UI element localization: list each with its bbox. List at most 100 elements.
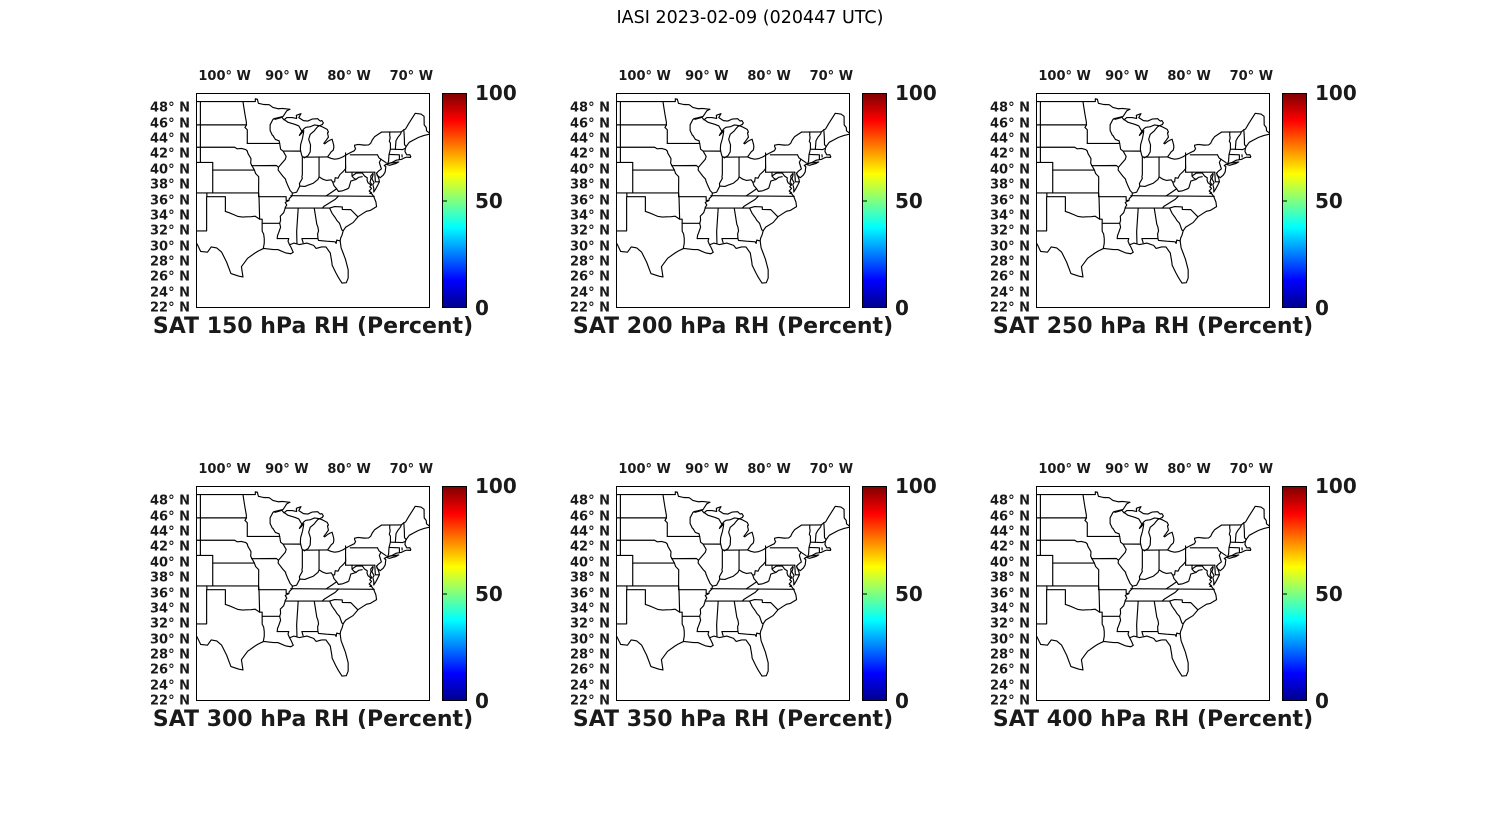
lon-tick-label: 70° W [1229,69,1274,84]
colorbar-tick-labels: 100 50 0 [475,81,530,320]
lat-tick-label: 42° N [570,539,610,555]
latitude-axis: 48° N 46° N 44° N 42° N 40° N 38° N 36° N 34° N… [976,93,1030,316]
panel-title: SAT 350 hPa RH (Percent) [572,707,894,732]
colorbar-tick-label: 50 [1315,581,1343,606]
lat-tick-label: 36° N [570,193,610,208]
colorbar-gradient [863,94,886,307]
colorbar-tick-labels: 100 50 0 [1315,81,1370,320]
lat-tick-label: 42° N [150,146,190,162]
colorbar [1282,486,1307,701]
lat-tick-label: 40° N [990,555,1030,571]
panel-sat-150-hpa: 100° W 90° W 80° W 70° W 48° N 46° N 44° N 42°… [136,60,536,360]
colorbar-tick-label: 50 [475,188,503,213]
lon-tick-label: 100° W [618,462,671,477]
figure-title: IASI 2023-02-09 (020447 UTC) [616,8,884,28]
lat-tick-label: 46° N [150,509,190,525]
lat-tick-label: 36° N [990,586,1030,601]
lat-tick-label: 48° N [570,493,610,509]
colorbar-tick-label: 0 [895,296,909,320]
lat-tick-label: 30° N [570,632,610,648]
us-states-map [197,487,429,700]
lat-tick-label: 32° N [150,616,190,632]
map-frame [616,93,850,308]
lat-tick-label: 30° N [990,632,1030,648]
longitude-axis: 100° W 90° W 80° W 70° W [196,62,434,84]
lat-tick-label: 38° N [570,177,610,193]
colorbar-mid-tick [443,200,447,201]
lat-tick-label: 40° N [570,555,610,571]
lat-tick-label: 38° N [150,570,190,586]
lat-tick-label: 24° N [570,285,610,301]
lat-tick-label: 24° N [990,285,1030,301]
lat-tick-label: 40° N [990,162,1030,178]
lat-tick-label: 30° N [570,239,610,255]
lat-tick-label: 42° N [990,539,1030,555]
panel-title: SAT 250 hPa RH (Percent) [992,314,1314,339]
map-frame [196,93,430,308]
lat-tick-label: 36° N [150,586,190,601]
lat-tick-label: 24° N [150,678,190,694]
colorbar-tick-label: 50 [1315,188,1343,213]
lat-tick-label: 28° N [990,254,1030,270]
lat-tick-label: 34° N [150,208,190,224]
lat-tick-label: 28° N [150,647,190,663]
lon-tick-label: 70° W [389,69,434,84]
lat-tick-label: 26° N [990,269,1030,285]
lat-tick-label: 28° N [570,254,610,270]
lon-tick-label: 80° W [327,69,371,84]
lon-tick-label: 70° W [809,462,854,477]
colorbar-tick-label: 50 [895,188,923,213]
lat-tick-label: 46° N [570,509,610,525]
colorbar-gradient [863,487,886,700]
lat-tick-label: 38° N [150,177,190,193]
lon-tick-label: 70° W [809,69,854,84]
lon-tick-label: 90° W [1105,69,1149,84]
lat-tick-label: 36° N [570,586,610,601]
colorbar-tick-label: 0 [475,296,489,320]
lat-tick-label: 44° N [570,131,610,147]
lat-tick-label: 46° N [570,116,610,132]
lon-tick-label: 70° W [1229,462,1274,477]
lat-tick-label: 48° N [150,100,190,116]
colorbar [442,486,467,701]
lat-tick-label: 44° N [570,524,610,540]
lat-tick-label: 38° N [990,570,1030,586]
lon-tick-label: 90° W [265,69,309,84]
colorbar-tick-label: 100 [895,474,937,498]
longitude-axis: 100° W 90° W 80° W 70° W [1036,62,1274,84]
lat-tick-label: 32° N [990,616,1030,632]
lat-tick-label: 30° N [990,239,1030,255]
lon-tick-label: 70° W [389,462,434,477]
lon-tick-label: 100° W [198,462,251,477]
lat-tick-label: 24° N [570,678,610,694]
lon-tick-label: 80° W [327,462,371,477]
panel-title: SAT 150 hPa RH (Percent) [152,314,474,339]
colorbar [862,93,887,308]
lat-tick-label: 26° N [570,662,610,678]
colorbar-mid-tick [1283,200,1287,201]
longitude-axis: 100° W 90° W 80° W 70° W [616,455,854,477]
lat-tick-label: 32° N [150,223,190,239]
lat-tick-label: 22° N [150,300,190,316]
lat-tick-label: 38° N [570,570,610,586]
colorbar-tick-label: 100 [1315,474,1357,498]
colorbar-tick-labels: 100 50 0 [895,81,950,320]
colorbar-mid-tick [863,593,867,594]
lat-tick-label: 22° N [570,693,610,709]
lat-tick-label: 26° N [570,269,610,285]
us-states-map [197,94,429,307]
lat-tick-label: 34° N [570,601,610,617]
lat-tick-label: 48° N [570,100,610,116]
lat-tick-label: 44° N [990,524,1030,540]
colorbar-tick-label: 0 [895,689,909,713]
colorbar-tick-label: 0 [475,689,489,713]
lat-tick-label: 44° N [150,131,190,147]
map-frame [1036,486,1270,701]
lat-tick-label: 48° N [990,493,1030,509]
colorbar-mid-tick [1283,593,1287,594]
lat-tick-label: 26° N [150,269,190,285]
lat-tick-label: 42° N [570,146,610,162]
panel-sat-200-hpa: 100° W 90° W 80° W 70° W 48° N 46° N 44° N 42°… [556,60,956,360]
lon-tick-label: 90° W [1105,462,1149,477]
lon-tick-label: 80° W [1167,69,1211,84]
